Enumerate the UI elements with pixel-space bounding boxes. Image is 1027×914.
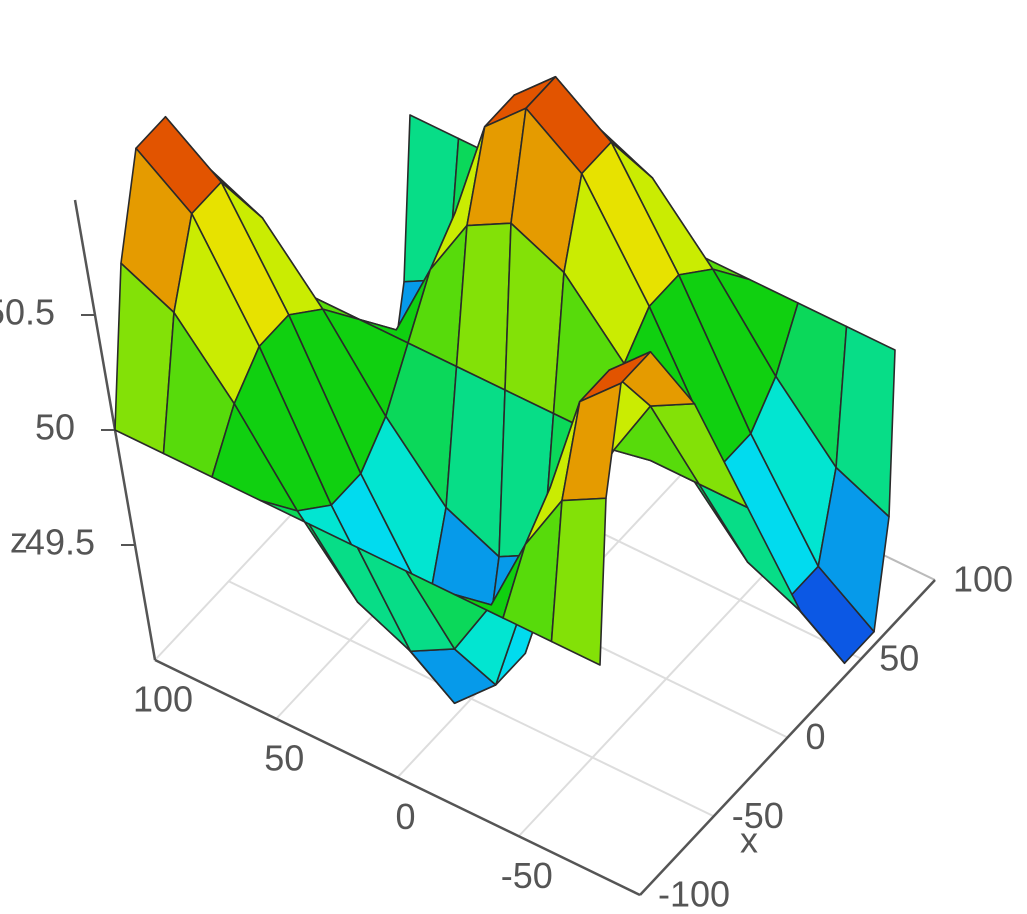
x-axis <box>639 579 936 896</box>
x-tick-label: 50 <box>879 637 919 678</box>
x-axis-label: x <box>740 820 758 861</box>
y-axis <box>154 658 641 897</box>
x-tick-label: -100 <box>658 874 730 914</box>
x-tick-label: 100 <box>953 559 1013 600</box>
x-tick-label: -50 <box>732 795 784 836</box>
y-tick-label: 50 <box>264 737 304 778</box>
surface-patch <box>455 222 512 391</box>
y-tick-label: 0 <box>395 796 415 837</box>
z-tick-label: 50 <box>35 407 75 448</box>
x-tick-label: 0 <box>806 716 826 757</box>
y-tick-label: 100 <box>133 679 193 720</box>
z-tick-label: 50.5 <box>0 292 55 333</box>
surface-patch <box>550 497 607 666</box>
y-tick-label: -50 <box>501 855 553 896</box>
z-axis-label: z <box>10 520 28 561</box>
z-tick-label: 49.5 <box>25 522 95 563</box>
